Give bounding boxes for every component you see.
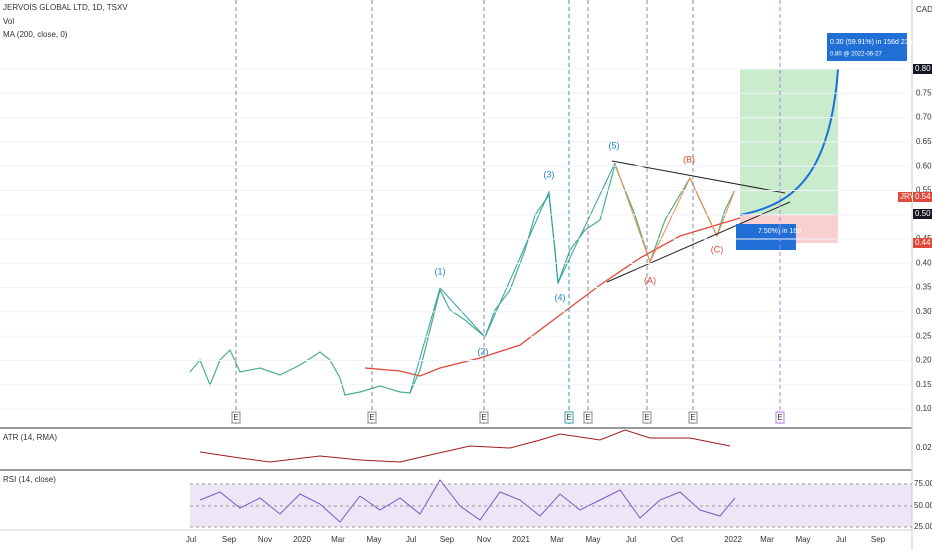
- target-annotation: 0.30 (59.91%) in 156d 23h: [830, 39, 913, 46]
- projection-curve: [739, 68, 839, 216]
- earnings-label: E: [369, 413, 374, 422]
- symbol: JERVOIS GLOBAL LTD, 1D, TSXV: [3, 3, 128, 12]
- earnings-label: E: [481, 413, 486, 422]
- price-tick: 0.30: [916, 307, 932, 316]
- price-tick: 0.10: [916, 404, 932, 413]
- time-tick: Mar: [760, 535, 774, 544]
- earnings-box: [479, 411, 489, 424]
- rsi-tick: 50.00: [914, 501, 932, 510]
- rsi-tick: 75.00: [914, 479, 932, 488]
- earnings-box: [367, 411, 377, 424]
- time-tick: Jul: [186, 535, 196, 544]
- entry-price: 0.50: [915, 209, 931, 218]
- price-tick: 0.25: [916, 331, 932, 340]
- time-tick: Jul: [836, 535, 846, 544]
- vol-label: Vol: [3, 17, 14, 26]
- time-tick: 2022: [724, 535, 742, 544]
- time-tick: Sep: [440, 535, 455, 544]
- target-price: 0.80: [915, 64, 931, 73]
- rsi-tick: 25.00: [914, 522, 932, 531]
- time-tick: Oct: [671, 535, 684, 544]
- atr-tick: 0.02: [916, 443, 932, 452]
- target-annotation: 0.80 @ 2022-06-27: [830, 52, 882, 58]
- atr-label: ATR (14, RMA): [3, 433, 57, 442]
- wave-label: (C): [711, 244, 724, 254]
- ticker-bg: [898, 192, 912, 202]
- price-tick: 0.35: [916, 283, 932, 292]
- target-price-bg: [913, 64, 932, 74]
- time-tick: May: [795, 535, 810, 544]
- stop-price: 0.44: [915, 238, 931, 247]
- earnings-box: [688, 411, 698, 424]
- price-tick: 0.15: [916, 380, 932, 389]
- time-tick: 2020: [293, 535, 311, 544]
- time-tick: 2021: [512, 535, 530, 544]
- earnings-label: E: [233, 413, 238, 422]
- currency: CAD: [916, 5, 932, 14]
- ma-line: [364, 217, 741, 377]
- rsi-line: [199, 479, 736, 523]
- rsi-label: RSI (14, close): [3, 475, 56, 484]
- price-tick: 0.75: [916, 88, 932, 97]
- earnings-box: [775, 411, 785, 424]
- earnings-label: E: [690, 413, 695, 422]
- entry-price-bg: [913, 209, 932, 219]
- earnings-box: [642, 411, 652, 424]
- atr-line: [199, 429, 731, 463]
- time-tick: May: [585, 535, 600, 544]
- time-tick: Nov: [258, 535, 272, 544]
- near-annotation: 7.50%) in 16d: [758, 228, 801, 235]
- time-tick: Sep: [871, 535, 886, 544]
- wave-label: (5): [609, 140, 620, 150]
- target-label-box: [827, 33, 907, 61]
- earnings-label: E: [566, 413, 571, 422]
- price-tick: 0.40: [916, 258, 932, 267]
- wave-label: (3): [544, 169, 555, 179]
- price-tick: 0.65: [916, 137, 932, 146]
- time-tick: Jul: [406, 535, 416, 544]
- stop-price-bg: [913, 238, 932, 248]
- ma-label: MA (200, close, 0): [3, 30, 68, 39]
- time-tick: May: [366, 535, 381, 544]
- time-tick: Mar: [550, 535, 564, 544]
- earnings-label: E: [585, 413, 590, 422]
- near-label-box: [736, 224, 796, 250]
- earnings-label: E: [777, 413, 782, 422]
- time-tick: Jul: [626, 535, 636, 544]
- price-tick: 0.70: [916, 113, 932, 122]
- time-tick: Sep: [222, 535, 237, 544]
- corrective-wave: [614, 162, 736, 264]
- ticker: JRV: [900, 192, 916, 201]
- price-tick: 0.55: [916, 186, 932, 195]
- wave-label: (A): [644, 275, 656, 285]
- wave-label: (4): [555, 292, 566, 302]
- last-price-bg: [913, 192, 932, 202]
- price-tick: 0.20: [916, 356, 932, 365]
- last-price: 0.54: [915, 192, 931, 201]
- earnings-box: [583, 411, 593, 424]
- earnings-label: E: [644, 413, 649, 422]
- time-tick: Mar: [331, 535, 345, 544]
- earnings-box: [564, 411, 574, 424]
- wave-label: (1): [435, 266, 446, 276]
- earnings-box: [231, 411, 241, 424]
- price-tick: 0.60: [916, 161, 932, 170]
- time-tick: Nov: [477, 535, 491, 544]
- wave-label: (B): [683, 154, 695, 164]
- wave-label: (2): [478, 346, 489, 356]
- trendline: [606, 201, 791, 283]
